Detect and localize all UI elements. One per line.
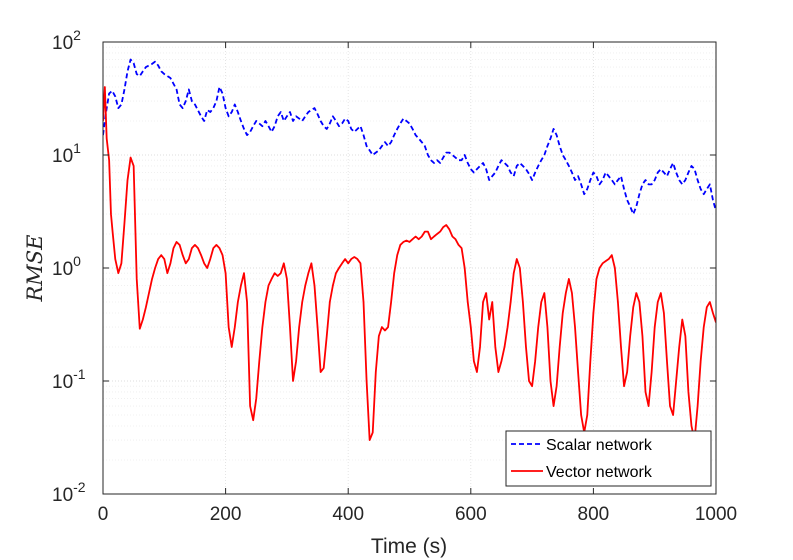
x-axis-label: Time (s)	[371, 535, 447, 558]
x-tick-label: 400	[332, 504, 364, 525]
legend-label-vector-network: Vector network	[546, 464, 653, 481]
y-tick-label: 10-2	[52, 479, 86, 506]
series-line-vector-network	[103, 86, 716, 441]
legend-label-scalar-network: Scalar network	[546, 437, 653, 454]
legend-box	[505, 430, 712, 487]
x-tick-label: 200	[210, 504, 242, 525]
x-tick-label: 0	[98, 504, 109, 525]
legend: Scalar network Vector network	[505, 430, 712, 487]
y-tick-label: 101	[52, 140, 81, 167]
y-axis-label: RMSE	[23, 234, 47, 302]
grid-lines	[102, 42, 717, 495]
y-tick-label: 10-1	[52, 366, 86, 393]
x-tick-label: 600	[455, 504, 487, 525]
series-layer	[103, 58, 716, 441]
y-tick-label: 100	[52, 253, 81, 280]
y-tick-label: 102	[52, 27, 81, 54]
x-ticks: 0 200 400 600 800 1000	[98, 42, 737, 525]
x-tick-label: 800	[578, 504, 610, 525]
x-tick-label: 1000	[695, 504, 737, 525]
series-line-scalar-network	[103, 58, 716, 215]
y-ticks: 10-2 10-1 100 101 102	[52, 27, 716, 506]
